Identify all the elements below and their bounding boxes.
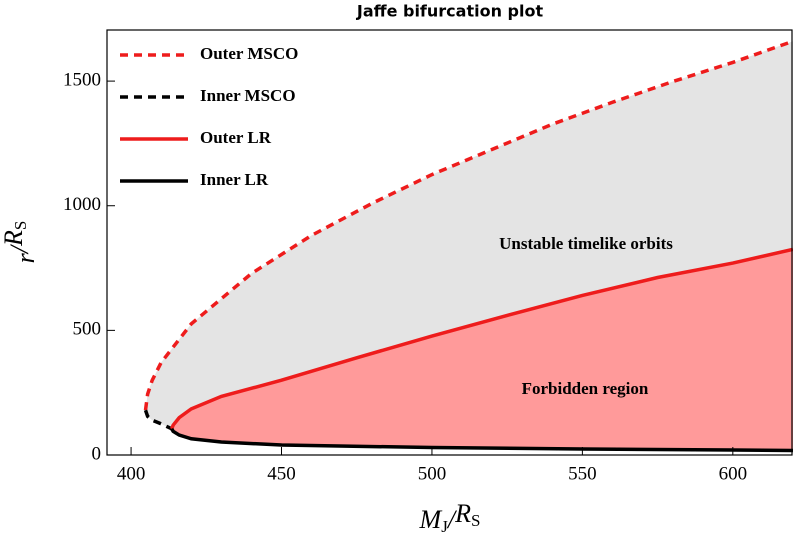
x-tick-label: 450 [267, 463, 296, 484]
legend-label: Outer MSCO [200, 44, 298, 63]
y-axis-label-part: / [5, 243, 34, 255]
x-axis-label-part: M [419, 505, 443, 534]
plot-frame [106, 29, 793, 456]
y-axis-label-part: S [11, 221, 30, 230]
series-line [143, 409, 173, 431]
y-tick-label: 500 [73, 319, 102, 340]
x-tick-label: 500 [418, 463, 447, 484]
series-line [170, 427, 793, 453]
y-axis-label-part: r [11, 252, 40, 263]
y-axis-label-part: R [0, 230, 28, 247]
y-tick-label: 0 [92, 443, 102, 464]
x-tick-label: 600 [719, 463, 748, 484]
x-axis-label-part: / [446, 505, 458, 534]
x-tick-label: 400 [117, 463, 146, 484]
y-tick-label: 1500 [63, 69, 101, 90]
series-line [143, 39, 793, 411]
x-axis-label-part: R [454, 499, 471, 528]
y-tick-label: 1000 [63, 194, 101, 215]
y-axis-label: r/RS [0, 221, 40, 264]
annotation: Unstable timelike orbits [499, 234, 673, 253]
x-tick-label: 550 [568, 463, 597, 484]
legend-label: Inner MSCO [200, 86, 296, 105]
legend-label: Inner LR [200, 170, 269, 189]
series-line [170, 247, 793, 430]
x-axis-label: MJ/RS [419, 499, 481, 536]
fill-unstable [145, 41, 793, 429]
fill-forbidden [171, 249, 793, 451]
x-axis-label-part: J [441, 517, 448, 536]
legend-label: Outer LR [200, 128, 272, 147]
chart-title: Jaffe bifurcation plot [356, 2, 544, 21]
x-axis-label-part: S [471, 511, 480, 530]
annotation: Forbidden region [522, 379, 649, 398]
